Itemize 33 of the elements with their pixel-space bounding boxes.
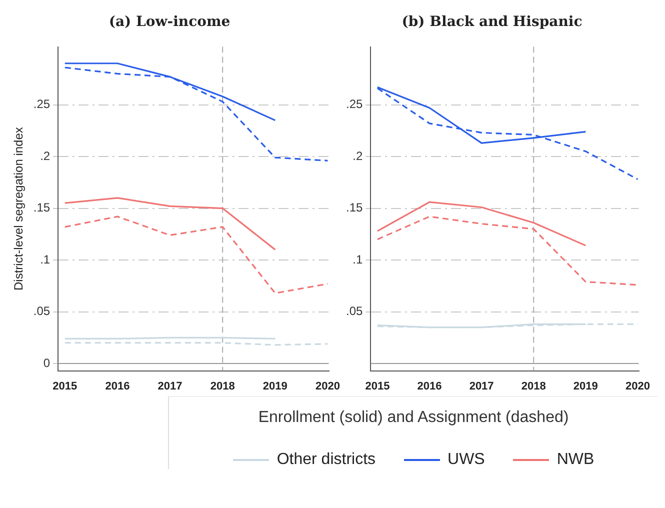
y-tick-label: .15	[33, 200, 50, 215]
y-tick-label: .2	[352, 148, 363, 163]
x-tick-label: 2015	[365, 380, 390, 392]
legend-label: Other districts	[276, 451, 376, 469]
x-tick-label: 2018	[521, 380, 546, 392]
x-tick-label: 2017	[469, 380, 494, 392]
x-tick-label: 2015	[52, 380, 78, 392]
x-tick-label: 2020	[315, 380, 340, 392]
y-tick-label: .25	[346, 97, 363, 112]
x-tick-label: 2017	[158, 380, 182, 392]
y-tick-label: .1	[40, 252, 50, 266]
legend-title: Enrollment (solid) and Assignment (dashed)	[257, 409, 570, 427]
y-tick-label: .05	[33, 304, 50, 318]
legend-label: NWB	[556, 451, 594, 469]
line-series	[64, 66, 329, 162]
y-tick-label: .15	[346, 200, 363, 215]
y-axis-title: District-level segregation index	[12, 127, 26, 291]
x-tick-label: 2016	[105, 380, 130, 392]
chart-title: (a) Low-income	[108, 14, 230, 30]
y-tick-label: 0	[43, 356, 50, 370]
line-series	[376, 216, 639, 286]
chart-title: (b) Black and Hispanic	[402, 14, 582, 30]
y-tick-label: .25	[33, 97, 50, 112]
legend-label: UWS	[448, 451, 485, 469]
x-tick-label: 2016	[417, 380, 442, 392]
x-tick-label: 2019	[573, 380, 598, 392]
x-tick-label: 2019	[262, 380, 288, 392]
y-tick-label: .05	[346, 304, 363, 318]
x-tick-label: 2020	[625, 380, 650, 392]
x-tick-label: 2018	[210, 380, 235, 392]
line-series	[64, 216, 329, 294]
y-tick-label: .2	[40, 148, 50, 163]
y-tick-label: .1	[352, 252, 363, 266]
